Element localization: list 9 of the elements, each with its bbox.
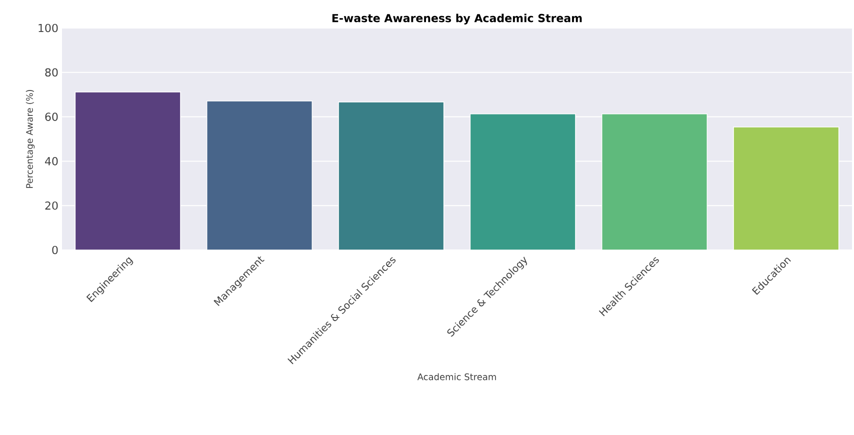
- y-tick-label: 80: [45, 68, 58, 77]
- y-axis-title: Percentage Aware (%): [26, 90, 35, 188]
- y-tick-label: 100: [38, 24, 58, 32]
- x-axis-title: Academic Stream: [417, 373, 496, 380]
- y-tick-label: 0: [52, 246, 58, 254]
- chart-title: E-waste Awareness by Academic Stream: [332, 14, 582, 24]
- y-tick-label: 20: [45, 201, 58, 210]
- y-tick-label: 60: [45, 112, 58, 121]
- y-tick-label: 40: [45, 157, 58, 166]
